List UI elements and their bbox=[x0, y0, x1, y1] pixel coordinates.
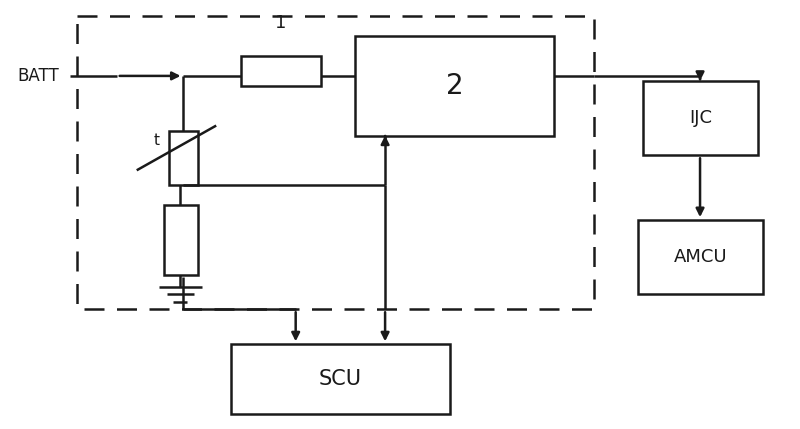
Text: t: t bbox=[154, 133, 159, 148]
Bar bbox=[163, 205, 198, 275]
Bar bbox=[169, 130, 198, 185]
Text: SCU: SCU bbox=[319, 369, 362, 389]
Bar bbox=[643, 81, 758, 155]
Text: 1: 1 bbox=[275, 14, 286, 32]
Text: 2: 2 bbox=[446, 72, 463, 100]
Text: IJC: IJC bbox=[689, 109, 712, 127]
Bar bbox=[231, 344, 450, 414]
Bar bbox=[638, 220, 762, 294]
Bar bbox=[241, 56, 321, 86]
Text: AMCU: AMCU bbox=[674, 248, 727, 266]
Text: BATT: BATT bbox=[18, 67, 59, 85]
Bar bbox=[77, 16, 594, 309]
Bar bbox=[355, 36, 554, 136]
